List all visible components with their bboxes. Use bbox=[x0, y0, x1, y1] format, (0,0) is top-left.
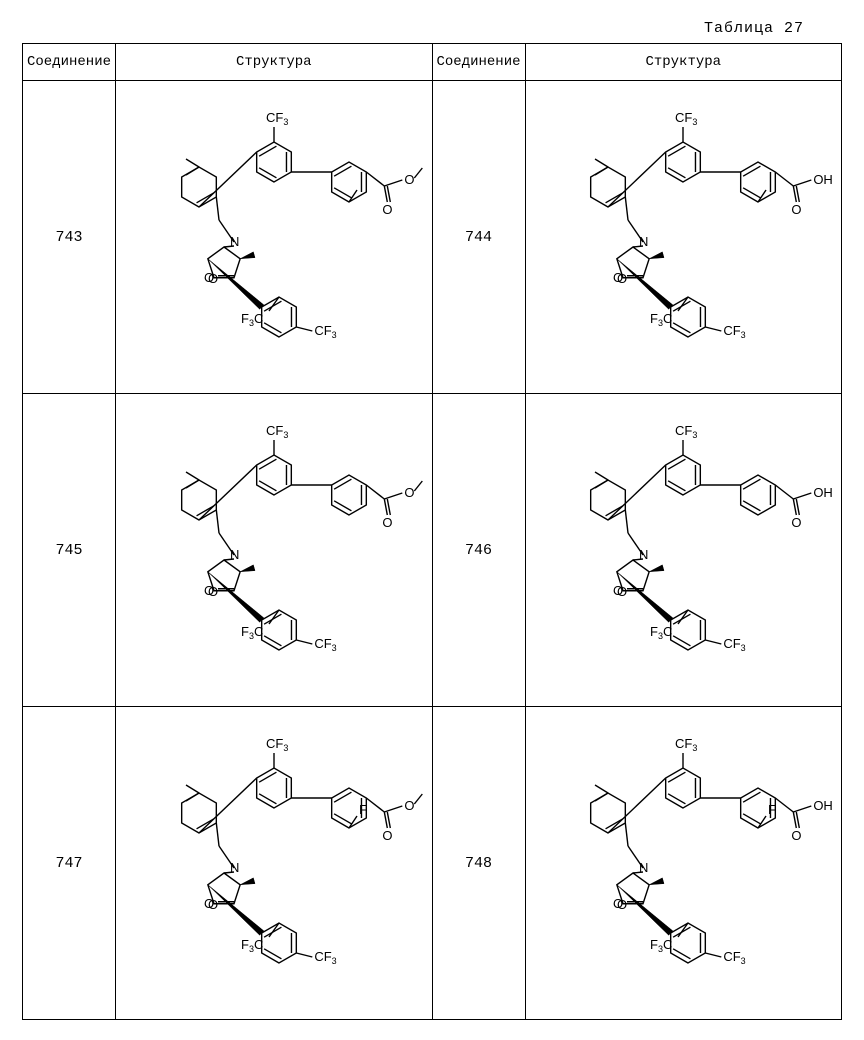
table-row: 747CF3FOONOOCF3F3C748CF3FOOHNOOCF3F3C bbox=[23, 707, 842, 1020]
svg-text:CF3: CF3 bbox=[314, 636, 336, 653]
svg-text:CF3: CF3 bbox=[675, 423, 697, 440]
table-row: 745CF3OONOOCF3F3C746CF3OOHNOOCF3F3C bbox=[23, 394, 842, 707]
svg-text:O: O bbox=[792, 515, 802, 530]
svg-text:CF3: CF3 bbox=[314, 949, 336, 966]
svg-text:OH: OH bbox=[814, 485, 834, 500]
svg-text:F3C: F3C bbox=[241, 937, 263, 954]
structure-cell: CF3FOONOOCF3F3C bbox=[116, 707, 432, 1020]
svg-text:CF3: CF3 bbox=[266, 423, 288, 440]
table-body: 743CF3OONOOCF3F3C744CF3OOHNOOCF3F3C745CF… bbox=[23, 81, 842, 1020]
structure-cell: CF3OOHNOOCF3F3C bbox=[525, 81, 841, 394]
table-title: Таблица 27 bbox=[20, 20, 844, 37]
svg-text:CF3: CF3 bbox=[675, 110, 697, 127]
svg-text:O: O bbox=[204, 270, 214, 285]
svg-text:F3C: F3C bbox=[650, 624, 672, 641]
svg-text:CF3: CF3 bbox=[266, 736, 288, 753]
compound-id: 747 bbox=[23, 707, 116, 1020]
svg-text:O: O bbox=[613, 270, 623, 285]
svg-text:CF3: CF3 bbox=[266, 110, 288, 127]
svg-text:O: O bbox=[404, 485, 414, 500]
svg-text:CF3: CF3 bbox=[724, 949, 746, 966]
svg-text:F3C: F3C bbox=[650, 937, 672, 954]
svg-text:F3C: F3C bbox=[241, 624, 263, 641]
svg-text:CF3: CF3 bbox=[314, 323, 336, 340]
svg-text:F: F bbox=[768, 802, 776, 817]
svg-text:O: O bbox=[382, 202, 392, 217]
col-compound-1: Соединение bbox=[23, 44, 116, 81]
compound-id: 746 bbox=[432, 394, 525, 707]
col-compound-2: Соединение bbox=[432, 44, 525, 81]
svg-text:CF3: CF3 bbox=[724, 636, 746, 653]
svg-text:O: O bbox=[792, 828, 802, 843]
compound-id: 748 bbox=[432, 707, 525, 1020]
table-header-row: Соединение Структура Соединение Структур… bbox=[23, 44, 842, 81]
svg-text:O: O bbox=[204, 583, 214, 598]
svg-text:O: O bbox=[404, 172, 414, 187]
table-row: 743CF3OONOOCF3F3C744CF3OOHNOOCF3F3C bbox=[23, 81, 842, 394]
structure-cell: CF3OOHNOOCF3F3C bbox=[525, 394, 841, 707]
col-structure-1: Структура bbox=[116, 44, 432, 81]
svg-text:OH: OH bbox=[814, 798, 834, 813]
structure-cell: CF3OONOOCF3F3C bbox=[116, 394, 432, 707]
svg-text:O: O bbox=[404, 798, 414, 813]
svg-text:OH: OH bbox=[814, 172, 834, 187]
structure-cell: CF3FOOHNOOCF3F3C bbox=[525, 707, 841, 1020]
svg-text:O: O bbox=[382, 515, 392, 530]
svg-text:O: O bbox=[613, 583, 623, 598]
svg-text:CF3: CF3 bbox=[724, 323, 746, 340]
compound-id: 745 bbox=[23, 394, 116, 707]
compound-id: 744 bbox=[432, 81, 525, 394]
structure-cell: CF3OONOOCF3F3C bbox=[116, 81, 432, 394]
svg-text:O: O bbox=[204, 896, 214, 911]
svg-text:O: O bbox=[792, 202, 802, 217]
svg-text:F: F bbox=[359, 802, 367, 817]
col-structure-2: Структура bbox=[525, 44, 841, 81]
svg-text:O: O bbox=[613, 896, 623, 911]
svg-text:F3C: F3C bbox=[650, 311, 672, 328]
compound-table: Соединение Структура Соединение Структур… bbox=[22, 43, 842, 1020]
svg-text:CF3: CF3 bbox=[675, 736, 697, 753]
svg-text:O: O bbox=[382, 828, 392, 843]
svg-text:F3C: F3C bbox=[241, 311, 263, 328]
compound-id: 743 bbox=[23, 81, 116, 394]
